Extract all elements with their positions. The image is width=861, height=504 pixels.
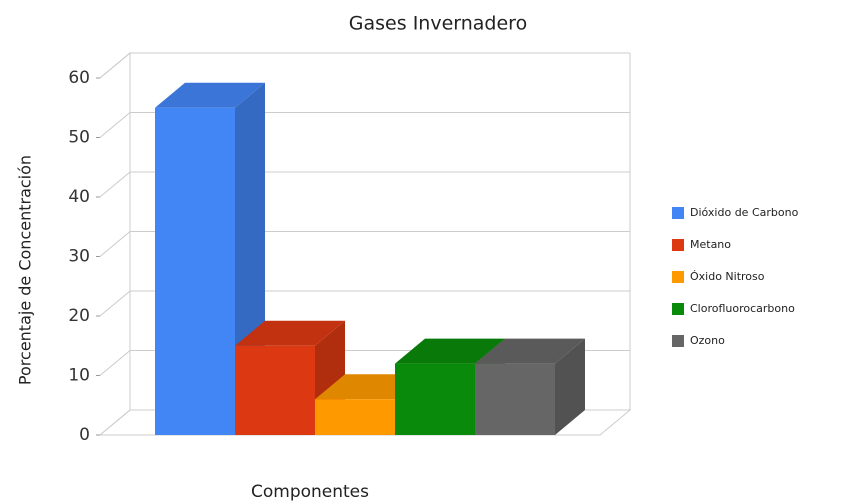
legend-swatch: [672, 207, 684, 219]
y-tick-label: 50: [68, 128, 90, 148]
grid-line: [99, 52, 630, 79]
bar-front: [395, 363, 475, 435]
bar-front: [315, 399, 395, 435]
y-axis-label: Porcentaje de Concentración: [16, 155, 35, 385]
bar-top: [475, 338, 585, 364]
y-tick-label: 0: [79, 425, 90, 445]
y-tick-label: 60: [68, 68, 90, 88]
bar-top: [235, 320, 345, 346]
legend-label: Óxido Nitroso: [690, 270, 765, 283]
legend-label: Dióxido de Carbono: [690, 206, 799, 219]
bar-top: [155, 82, 265, 108]
bar: [235, 320, 345, 435]
bar-top: [395, 338, 505, 364]
legend-swatch: [672, 239, 684, 251]
grid-line: [99, 171, 630, 198]
grid-line: [99, 231, 630, 257]
y-tick-label: 10: [68, 366, 90, 386]
y-tick-label: 40: [68, 187, 90, 207]
x-axis-label: Componentes: [251, 482, 369, 502]
y-tick-label: 20: [68, 306, 90, 326]
legend-label: Metano: [690, 238, 731, 251]
grid-line: [99, 290, 630, 317]
grid-line: [99, 112, 630, 138]
legend-label: Ozono: [690, 334, 725, 347]
y-tick-label: 30: [68, 247, 90, 267]
bar: [475, 338, 585, 435]
bar-front: [475, 363, 555, 435]
bar-side: [555, 338, 585, 435]
legend-swatch: [672, 271, 684, 283]
bar-front: [155, 107, 235, 435]
legend-swatch: [672, 303, 684, 315]
bar-front: [235, 345, 315, 435]
chart-title: Gases Invernadero: [349, 13, 527, 35]
legend-label: Clorofluorocarbono: [690, 302, 795, 315]
legend-swatch: [672, 335, 684, 347]
